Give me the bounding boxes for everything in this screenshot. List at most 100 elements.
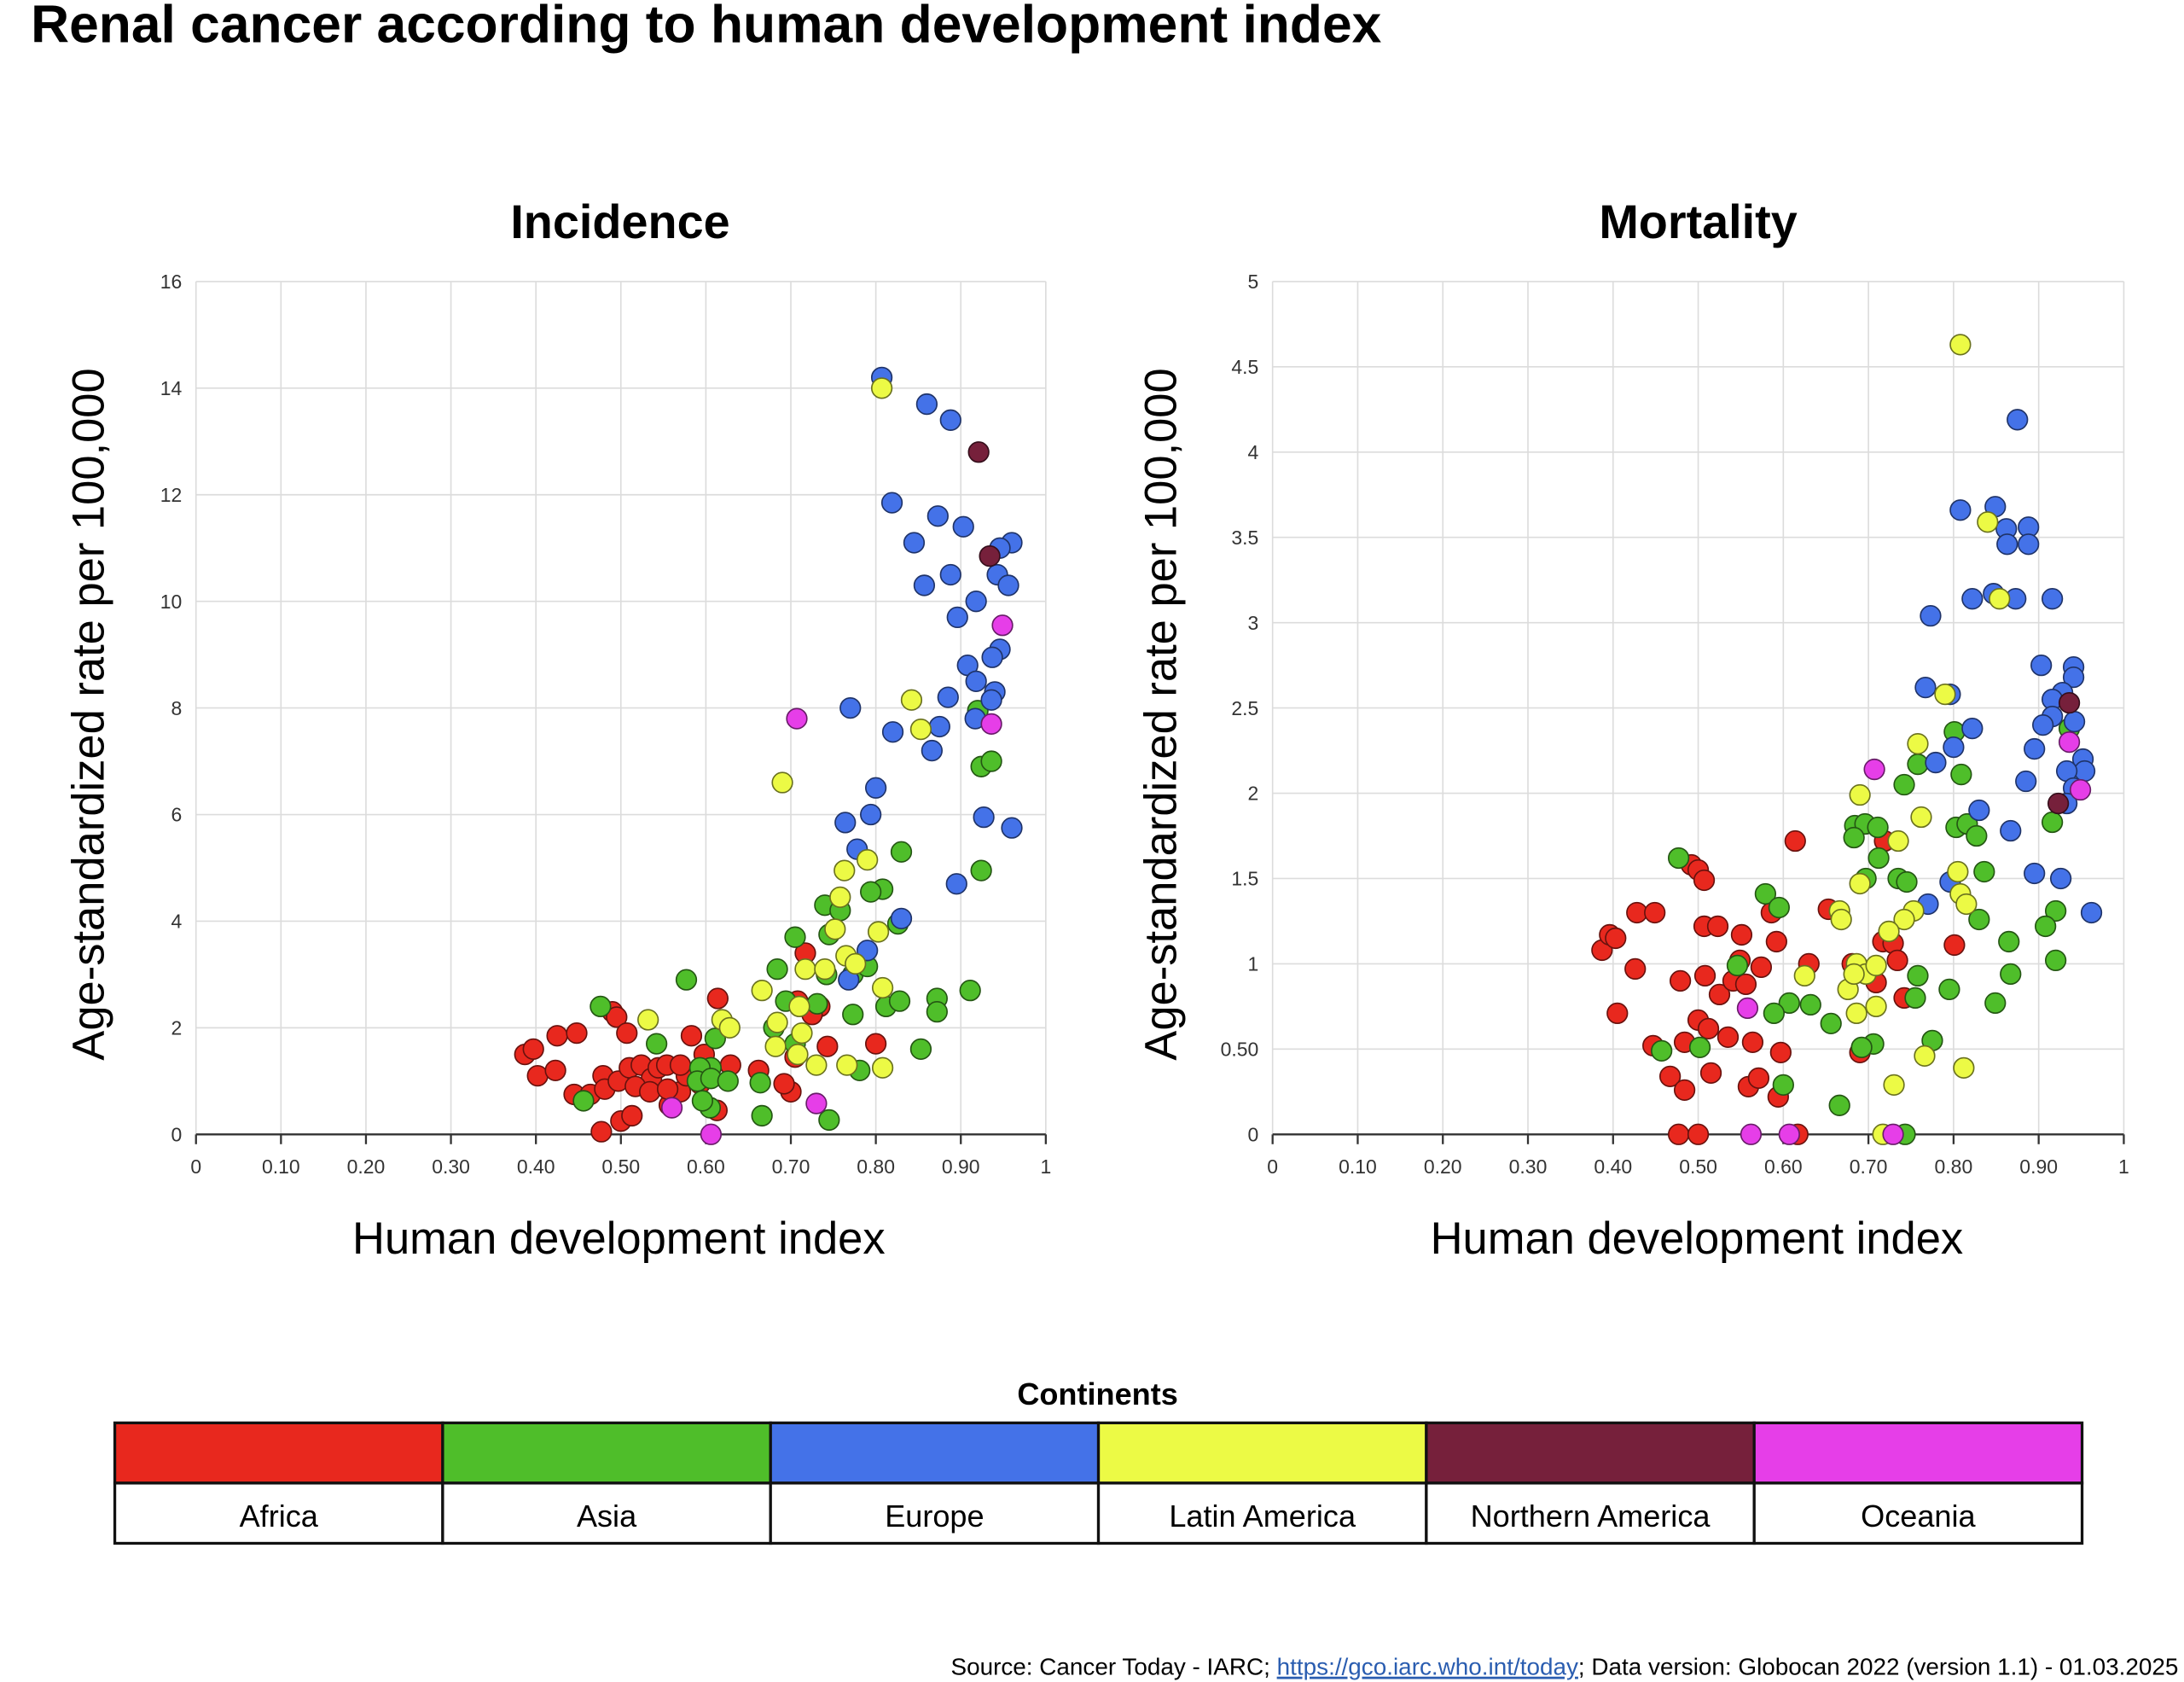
data-point-africa — [1708, 983, 1731, 1006]
data-point-europe — [952, 515, 974, 538]
data-point-latin-america — [1910, 806, 1932, 829]
x-tick-label: 0.40 — [1594, 1155, 1632, 1178]
data-point-africa — [616, 1021, 638, 1045]
data-point-latin-america — [1793, 964, 1815, 987]
data-point-africa — [1697, 1017, 1720, 1040]
data-point-latin-america — [1989, 588, 2011, 610]
data-point-asia — [1843, 826, 1865, 849]
data-point-europe — [980, 689, 1002, 711]
data-point-oceania — [980, 713, 1002, 735]
data-point-europe — [2062, 666, 2085, 689]
data-point-latin-america — [718, 1016, 741, 1039]
data-point-africa — [1765, 930, 1787, 953]
data-point-latin-america — [788, 995, 810, 1018]
data-point-latin-america — [871, 1056, 894, 1079]
data-point-europe — [1914, 676, 1937, 699]
legend-cell-latin-america — [1096, 1481, 1428, 1545]
data-point-europe — [864, 777, 887, 799]
data-point-europe — [839, 696, 862, 719]
data-point-asia — [1820, 1012, 1842, 1035]
data-point-asia — [1966, 824, 1988, 847]
x-tick-label: 1 — [1040, 1155, 1051, 1178]
data-point-latin-america — [1878, 920, 1900, 943]
data-point-africa — [1659, 1065, 1682, 1087]
data-point-asia — [842, 1004, 864, 1026]
data-point-europe — [946, 606, 968, 629]
data-point-latin-america — [836, 1054, 858, 1076]
page-title: Renal cancer according to human developm… — [31, 0, 1382, 54]
data-point-asia — [766, 958, 788, 981]
data-point-africa — [590, 1120, 613, 1143]
data-point-africa — [1699, 1062, 1722, 1084]
data-point-asia — [704, 1027, 726, 1050]
data-point-asia — [784, 926, 806, 948]
x-tick-label: 1 — [2118, 1155, 2129, 1178]
x-tick-label: 0.20 — [347, 1155, 386, 1178]
data-point-asia — [1950, 763, 1972, 786]
data-point-africa — [1769, 1041, 1792, 1063]
data-point-oceania — [2069, 778, 2092, 801]
data-point-europe — [997, 574, 1019, 597]
data-point-africa — [1605, 927, 1627, 950]
data-point-asia — [926, 1000, 948, 1023]
data-point-africa — [1706, 915, 1729, 938]
data-point-asia — [860, 881, 882, 903]
data-point-asia — [2035, 915, 2057, 938]
data-point-africa — [566, 1021, 588, 1045]
data-point-africa — [1624, 957, 1647, 981]
data-point-latin-america — [1977, 511, 1999, 533]
data-point-africa — [1673, 1079, 1696, 1101]
data-point-asia — [1968, 908, 1990, 931]
data-point-africa — [1693, 869, 1716, 892]
source-link[interactable]: https://gco.iarc.who.int/today — [1277, 1654, 1578, 1680]
data-point-latin-america — [900, 689, 923, 711]
data-point-europe — [890, 907, 913, 929]
data-point-latin-america — [1865, 995, 1887, 1018]
data-point-northern-america — [979, 544, 1001, 567]
data-point-northern-america — [2047, 792, 2070, 815]
x-tick-label: 0.40 — [517, 1155, 555, 1178]
data-point-asia — [572, 1090, 595, 1112]
data-point-latin-america — [805, 1054, 828, 1076]
data-point-africa — [1784, 829, 1806, 853]
data-point-latin-america — [1845, 1002, 1867, 1025]
data-point-europe — [945, 873, 967, 895]
data-point-europe — [2049, 867, 2072, 890]
data-point-africa — [1687, 1123, 1710, 1145]
data-point-latin-america — [766, 1011, 788, 1033]
x-tick-label: 0.70 — [1850, 1155, 1888, 1178]
data-point-africa — [773, 1073, 795, 1095]
legend-title: Continents — [1017, 1376, 1177, 1411]
data-point-latin-america — [1893, 908, 1915, 931]
data-point-africa — [1644, 901, 1666, 924]
y-tick-label: 4.5 — [1231, 356, 1258, 378]
data-point-africa — [864, 1033, 887, 1055]
x-tick-label: 0.20 — [1424, 1155, 1462, 1178]
data-point-africa — [1606, 1002, 1629, 1025]
data-point-asia — [980, 750, 1002, 772]
data-point-asia — [691, 1090, 714, 1112]
x-tick-label: 0.70 — [772, 1155, 810, 1178]
data-point-asia — [1688, 1036, 1711, 1058]
data-point-latin-america — [867, 921, 890, 943]
data-point-oceania — [1778, 1123, 1800, 1145]
data-point-asia — [1938, 978, 1960, 1001]
x-tick-label: 0 — [1267, 1155, 1278, 1178]
data-point-asia — [888, 990, 911, 1012]
data-point-latin-america — [1955, 893, 1978, 916]
data-point-europe — [921, 739, 944, 762]
data-point-africa — [1741, 1031, 1764, 1053]
data-point-asia — [2044, 899, 2067, 922]
data-point-asia — [1984, 992, 2007, 1015]
data-point-latin-america — [1914, 1045, 1936, 1067]
legend-label-northern-america: Northern America — [1471, 1499, 1711, 1534]
data-point-europe — [973, 806, 995, 829]
y-tick-label: 5 — [1248, 271, 1259, 293]
legend-label-oceania: Oceania — [1861, 1499, 1976, 1534]
data-point-africa — [706, 987, 729, 1010]
data-point-latin-america — [870, 377, 893, 399]
data-point-asia — [970, 859, 992, 882]
y-tick-label: 2 — [171, 1017, 183, 1039]
data-point-latin-america — [871, 976, 894, 999]
data-point-europe — [2015, 770, 2037, 793]
